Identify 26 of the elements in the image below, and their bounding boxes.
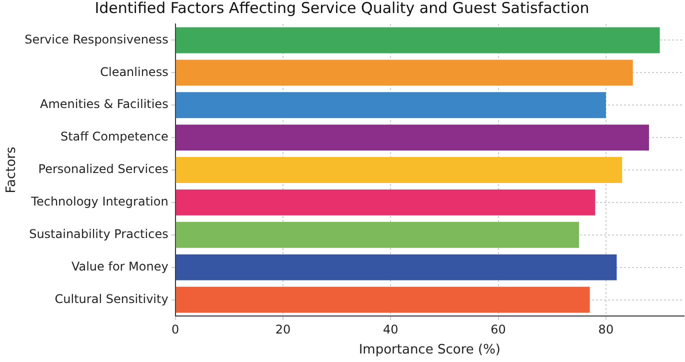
y-tick-label: Cleanliness [100, 64, 168, 79]
bar [176, 27, 660, 54]
x-tick-label: 80 [598, 322, 614, 336]
y-tick-label: Amenities & Facilities [40, 97, 168, 112]
bar [176, 60, 633, 86]
y-axis-title: Factors [4, 146, 20, 194]
bar [176, 92, 606, 118]
y-tick-label: Staff Competence [60, 130, 168, 144]
bar [176, 124, 650, 151]
x-axis-title: Importance Score (%) [358, 342, 500, 358]
x-tick-label: 20 [275, 322, 291, 336]
x-tick-label: 0 [172, 322, 180, 336]
y-tick-label: Personalized Services [38, 162, 168, 176]
chart-title: Identified Factors Affecting Service Quality and Guest Satisfaction [94, 0, 590, 17]
x-tick-label: 60 [490, 322, 506, 336]
y-tick-label: Technology Integration [30, 194, 168, 209]
x-tick-label: 40 [382, 322, 398, 336]
bar [176, 286, 590, 313]
y-tick-label: Cultural Sensitivity [54, 292, 168, 306]
y-tick-label: Value for Money [71, 259, 168, 274]
bar [176, 222, 580, 248]
y-tick-label: Sustainability Practices [29, 227, 168, 242]
bar [176, 157, 622, 183]
bar [176, 254, 617, 280]
bar [176, 189, 596, 216]
y-tick-label: Service Responsiveness [24, 32, 168, 46]
